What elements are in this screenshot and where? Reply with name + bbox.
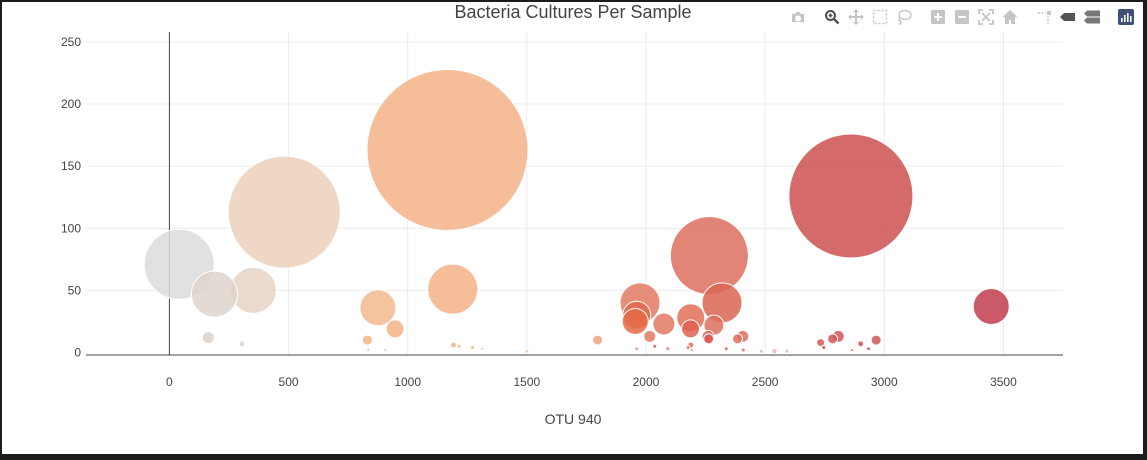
chart-title: Bacteria Cultures Per Sample	[454, 2, 691, 22]
spike-lines-button[interactable]	[1033, 6, 1055, 28]
x-tick-label: 2500	[752, 375, 779, 389]
bubble	[788, 133, 914, 259]
zoom-in-icon	[931, 10, 945, 24]
bubble	[470, 345, 476, 351]
bubble	[689, 348, 694, 353]
y-tick-label: 0	[74, 346, 81, 360]
zoom-out-icon	[955, 10, 969, 24]
bubble	[643, 329, 657, 343]
bubble	[456, 343, 462, 349]
spike-lines-icon	[1038, 11, 1051, 24]
x-tick-label: 1500	[513, 375, 540, 389]
hover-closest-button[interactable]	[1057, 6, 1079, 28]
bubble	[652, 312, 676, 336]
bubble	[685, 345, 691, 351]
zoom-out-button[interactable]	[951, 6, 973, 28]
box-select-button[interactable]	[869, 6, 891, 28]
bubble-chart[interactable]: 0 500 1000 1500 2000 2500 3000 3500 0 50 100 150 200…	[2, 2, 1143, 454]
autoscale-button[interactable]	[975, 6, 997, 28]
bubble	[524, 348, 530, 354]
bubble	[480, 346, 485, 351]
bubble	[449, 341, 457, 349]
axes	[86, 32, 1063, 356]
bubble	[740, 347, 746, 353]
bubble	[665, 346, 671, 352]
bubble	[385, 319, 405, 339]
bubble	[669, 216, 749, 296]
modebar	[787, 6, 1137, 28]
lasso-select-button[interactable]	[893, 6, 915, 28]
y-tick-label: 100	[61, 221, 81, 235]
bubble	[366, 69, 529, 232]
bubble-layer	[143, 69, 1010, 355]
bubble	[366, 348, 371, 353]
bubble	[621, 307, 649, 335]
plot-container: 0 500 1000 1500 2000 2500 3000 3500 0 50 100 150 200…	[2, 2, 1143, 454]
bubble	[190, 270, 238, 318]
y-tick-label: 250	[61, 35, 81, 49]
hover-compare-button[interactable]	[1081, 6, 1103, 28]
x-tick-label: 500	[279, 375, 299, 389]
camera-button[interactable]	[787, 6, 809, 28]
bubble	[870, 334, 882, 346]
x-tick-label: 3500	[990, 375, 1017, 389]
bubble	[758, 348, 764, 354]
bubble	[238, 340, 246, 348]
bubble	[784, 348, 790, 354]
bubble	[201, 331, 215, 345]
bubble	[857, 340, 865, 348]
bubble	[731, 333, 743, 345]
lasso-select-icon	[898, 9, 912, 25]
bubble	[227, 155, 341, 269]
zoom-button[interactable]	[821, 6, 843, 28]
bubble	[383, 348, 388, 353]
x-axis-label: OTU 940	[545, 411, 602, 427]
bubble	[866, 346, 872, 352]
bubble	[634, 346, 640, 352]
x-tick-label: 2000	[633, 375, 660, 389]
bubble	[652, 343, 658, 349]
hover-closest-icon	[1060, 13, 1075, 21]
plotly-logo-button[interactable]	[1115, 6, 1137, 28]
box-select-icon	[872, 9, 888, 25]
y-tick-label: 150	[61, 159, 81, 173]
bubble	[849, 348, 854, 353]
y-tick-label: 200	[61, 97, 81, 111]
bubble	[972, 288, 1010, 326]
bubble	[827, 333, 839, 345]
x-tick-label: 3000	[871, 375, 898, 389]
pan-button[interactable]	[845, 6, 867, 28]
reset-axes-button[interactable]	[999, 6, 1021, 28]
pan-icon	[848, 9, 864, 25]
bubble	[361, 334, 373, 346]
tick-labels: 0 500 1000 1500 2000 2500 3000 3500 0 50 100 150 200…	[61, 35, 1017, 389]
bubble	[359, 289, 397, 327]
x-tick-label: 1000	[394, 375, 421, 389]
autoscale-icon	[978, 9, 994, 25]
bubble	[681, 319, 701, 339]
bubble	[816, 338, 826, 348]
bubble	[427, 263, 479, 315]
bubble	[703, 333, 715, 345]
bubble	[771, 348, 778, 355]
hover-compare-icon	[1084, 10, 1100, 24]
bubble	[723, 346, 729, 352]
home-icon	[1002, 10, 1018, 24]
bubble	[592, 334, 604, 346]
bubble	[821, 345, 827, 351]
plotly-logo-icon	[1118, 9, 1134, 25]
zoom-in-button[interactable]	[927, 6, 949, 28]
x-tick-label: 0	[166, 375, 173, 389]
y-tick-label: 50	[68, 283, 82, 297]
zoom-icon	[825, 10, 840, 25]
camera-icon	[792, 12, 804, 22]
